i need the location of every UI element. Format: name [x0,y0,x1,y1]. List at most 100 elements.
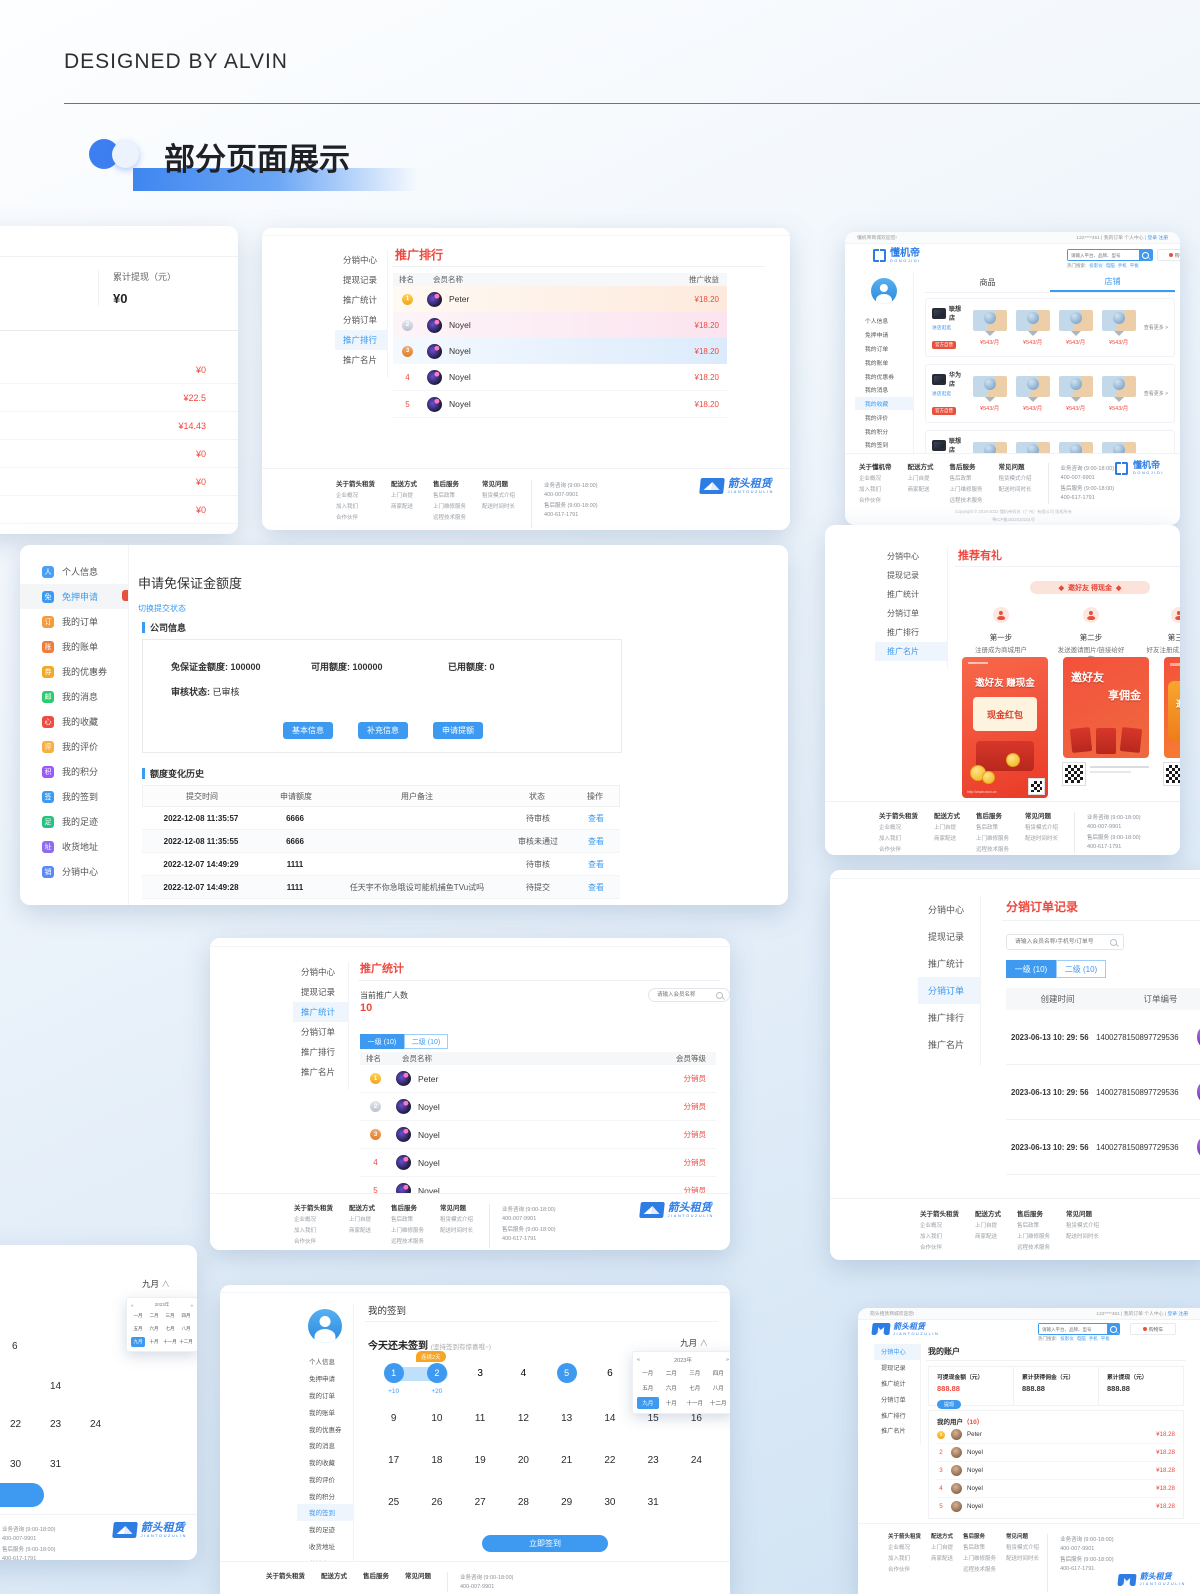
month-option[interactable]: 六月 [665,1386,677,1392]
sidebar-item[interactable]: 免押申请 [865,333,889,340]
sidebar-item[interactable]: 我的签到 [865,443,889,450]
footer-link[interactable]: 加入我们 [879,836,902,842]
footer-link[interactable]: 企业概况 [920,1223,943,1229]
sidebar-item[interactable]: 我的优惠券 [309,1426,342,1434]
sidebar-item[interactable]: 址收货地址 [20,834,128,859]
footer-link[interactable]: 售后政策 [976,825,999,831]
next-year-button[interactable]: » [725,1357,729,1363]
footer-link[interactable]: 商家配送 [391,504,414,510]
sidebar-item[interactable]: 免押申请 [309,1376,335,1384]
tab-shops[interactable]: 店铺 [1050,272,1175,292]
withdraw-button[interactable]: 提现 [937,1400,961,1409]
sidebar-item[interactable]: 邮我的消息 [20,684,128,709]
view-link[interactable]: 查看 [588,859,604,869]
sidebar-item[interactable]: 我的订单 [309,1392,335,1400]
month-option[interactable]: 七月 [689,1386,701,1392]
sidebar-item[interactable]: 分销中心 [301,967,336,977]
sidebar-item[interactable]: 推广统计 [928,959,965,969]
footer-link[interactable]: 加入我们 [859,487,882,493]
sidebar-item[interactable]: 推广排行 [335,330,387,350]
product-card[interactable]: ¥543/月 [1101,309,1136,346]
sidebar-item[interactable]: 分销订单 [918,977,980,1004]
userbar-orders-link[interactable]: 我的订单 [1103,236,1123,241]
footer-link[interactable]: 配送时间时长 [998,487,1032,493]
sidebar-item[interactable]: 推广排行 [881,1412,906,1420]
month-option[interactable]: 三月 [165,1313,175,1318]
month-option[interactable]: 九月 [131,1337,145,1347]
month-option[interactable]: 八月 [181,1326,191,1331]
sidebar-item[interactable]: 个人信息 [865,319,889,326]
footer-link[interactable]: 租赁模式介绍 [1066,1223,1100,1229]
tab-level2[interactable]: 二级 (10) [1056,960,1106,978]
month-option[interactable]: 二月 [665,1371,677,1377]
sidebar-item[interactable]: 提现记录 [343,275,378,285]
footer-link[interactable]: 上门维修服务 [976,836,1010,842]
sidebar-item[interactable]: 推广名片 [881,1428,906,1436]
footer-link[interactable]: 上门自提 [391,493,414,499]
visit-shop-link[interactable]: 进店逛逛 [932,326,952,331]
sidebar-item[interactable]: 推广名片 [875,642,947,661]
footer-link[interactable]: 售后政策 [433,493,456,499]
sidebar-item[interactable]: 提现记录 [887,571,919,580]
register-link[interactable]: 注册 [1178,1312,1188,1317]
footer-link[interactable]: 上门维修服务 [433,504,467,510]
footer-link[interactable]: 企业概况 [859,476,882,482]
sidebar-item[interactable]: 券我的优惠券 [20,659,128,684]
month-option[interactable]: 七月 [165,1326,175,1331]
sidebar-item[interactable]: 分销订单 [301,1027,336,1037]
footer-link[interactable]: 企业概况 [336,493,359,499]
sidebar-item[interactable]: 分销订单 [881,1396,906,1404]
sidebar-item[interactable]: 推广统计 [343,295,378,305]
month-option[interactable]: 二月 [149,1313,159,1318]
search-button[interactable] [1107,1324,1119,1334]
footer-link[interactable]: 租赁模式介绍 [998,476,1032,482]
month-option[interactable]: 十月 [149,1339,159,1344]
search-input[interactable] [1013,938,1107,946]
footer-link[interactable]: 上门自提 [975,1223,998,1229]
footer-link[interactable]: 远程技术服务 [976,847,1010,853]
footer-link[interactable]: 上门自提 [934,825,957,831]
sidebar-item[interactable]: 推广统计 [293,1002,348,1022]
footer-link[interactable]: 上门自提 [907,476,930,482]
sidebar-item[interactable]: 我的评价 [865,415,889,422]
extra-info-button[interactable]: 补充信息 [358,722,408,739]
sidebar-item[interactable]: 我的收藏 [855,396,913,411]
userbar-center-link[interactable]: 个人中心 [1124,236,1144,241]
month-option[interactable]: 四月 [712,1371,724,1377]
footer-link[interactable]: 配送时间时长 [440,1228,474,1234]
sidebar-item[interactable]: 我的账单 [309,1409,335,1417]
footer-link[interactable]: 售后政策 [1017,1223,1040,1229]
sidebar-item[interactable]: 心我的收藏 [20,709,128,734]
month-selector[interactable]: 九月 [680,1337,708,1349]
sidebar-item[interactable]: 个人信息 [309,1359,335,1367]
tab-level2[interactable]: 二级 (10) [404,1034,448,1049]
hot-search-link[interactable]: 电脑 [1076,1336,1086,1341]
footer-link[interactable]: 加入我们 [920,1234,943,1240]
footer-link[interactable]: 企业概况 [294,1217,317,1223]
cart-button[interactable]: 购物车 [1130,1323,1176,1335]
month-option[interactable]: 九月 [637,1397,659,1409]
footer-link[interactable]: 上门维修服务 [1017,1234,1051,1240]
sidebar-item[interactable]: 提现记录 [928,932,965,942]
sidebar-item[interactable]: 足我的足迹 [20,809,128,834]
sidebar-item[interactable]: 推广排行 [928,1013,965,1023]
footer-link[interactable]: 合作伙伴 [294,1239,317,1245]
tab-level1[interactable]: 一级 (10) [1006,960,1056,978]
footer-link[interactable]: 企业概况 [888,1545,911,1551]
footer-link[interactable]: 合作伙伴 [879,847,902,853]
prev-year-button[interactable]: « [131,1302,134,1308]
sidebar-item[interactable]: 我的账单 [865,360,889,367]
sidebar-item[interactable]: 分销订单 [887,609,919,618]
switch-status-link[interactable]: 切换提交状态 [138,604,186,613]
prev-year-button[interactable]: « [637,1357,641,1363]
sidebar-item[interactable]: 签我的签到 [20,784,128,809]
sidebar-item[interactable]: 积我的积分 [20,759,128,784]
sidebar-item[interactable]: 销分销中心 [20,859,128,884]
month-selector[interactable]: 九月 [142,1278,170,1290]
footer-link[interactable]: 合作伙伴 [920,1245,943,1251]
visit-shop-link[interactable]: 进店逛逛 [932,392,952,397]
footer-link[interactable]: 远程技术服务 [1017,1245,1051,1251]
footer-link[interactable]: 加入我们 [888,1556,911,1562]
footer-link[interactable]: 配送时间时长 [1066,1234,1100,1240]
sidebar-item[interactable]: 我的优惠券 [865,374,894,381]
